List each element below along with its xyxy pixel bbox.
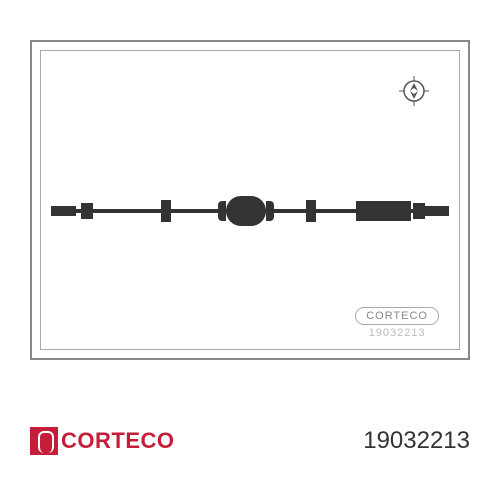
product-card: CORTECO 19032213 CORTECO 19032213 <box>0 0 500 500</box>
diagram-inner-label: CORTECO 19032213 <box>355 306 439 339</box>
part-number: 19032213 <box>363 427 470 455</box>
diagram-frame-inner: CORTECO 19032213 <box>40 50 460 350</box>
brake-hose-diagram <box>51 196 449 226</box>
diagram-frame-outer: CORTECO 19032213 <box>30 40 470 360</box>
fitting-right-end <box>424 206 449 216</box>
fitting-band-1 <box>161 200 171 222</box>
brand-logo-icon <box>30 427 58 455</box>
brand-logo: CORTECO <box>30 427 175 455</box>
brand-logo-text: CORTECO <box>61 428 175 454</box>
fitting-left-nut <box>81 203 93 219</box>
compass-icon <box>399 76 429 106</box>
footer: CORTECO 19032213 <box>30 427 470 455</box>
inner-part-number: 19032213 <box>355 327 439 339</box>
fitting-right-block <box>356 201 411 221</box>
fitting-center-grommet <box>226 196 266 226</box>
fitting-band-2 <box>306 200 316 222</box>
fitting-left-end <box>51 206 76 216</box>
inner-brand-badge: CORTECO <box>355 307 439 325</box>
